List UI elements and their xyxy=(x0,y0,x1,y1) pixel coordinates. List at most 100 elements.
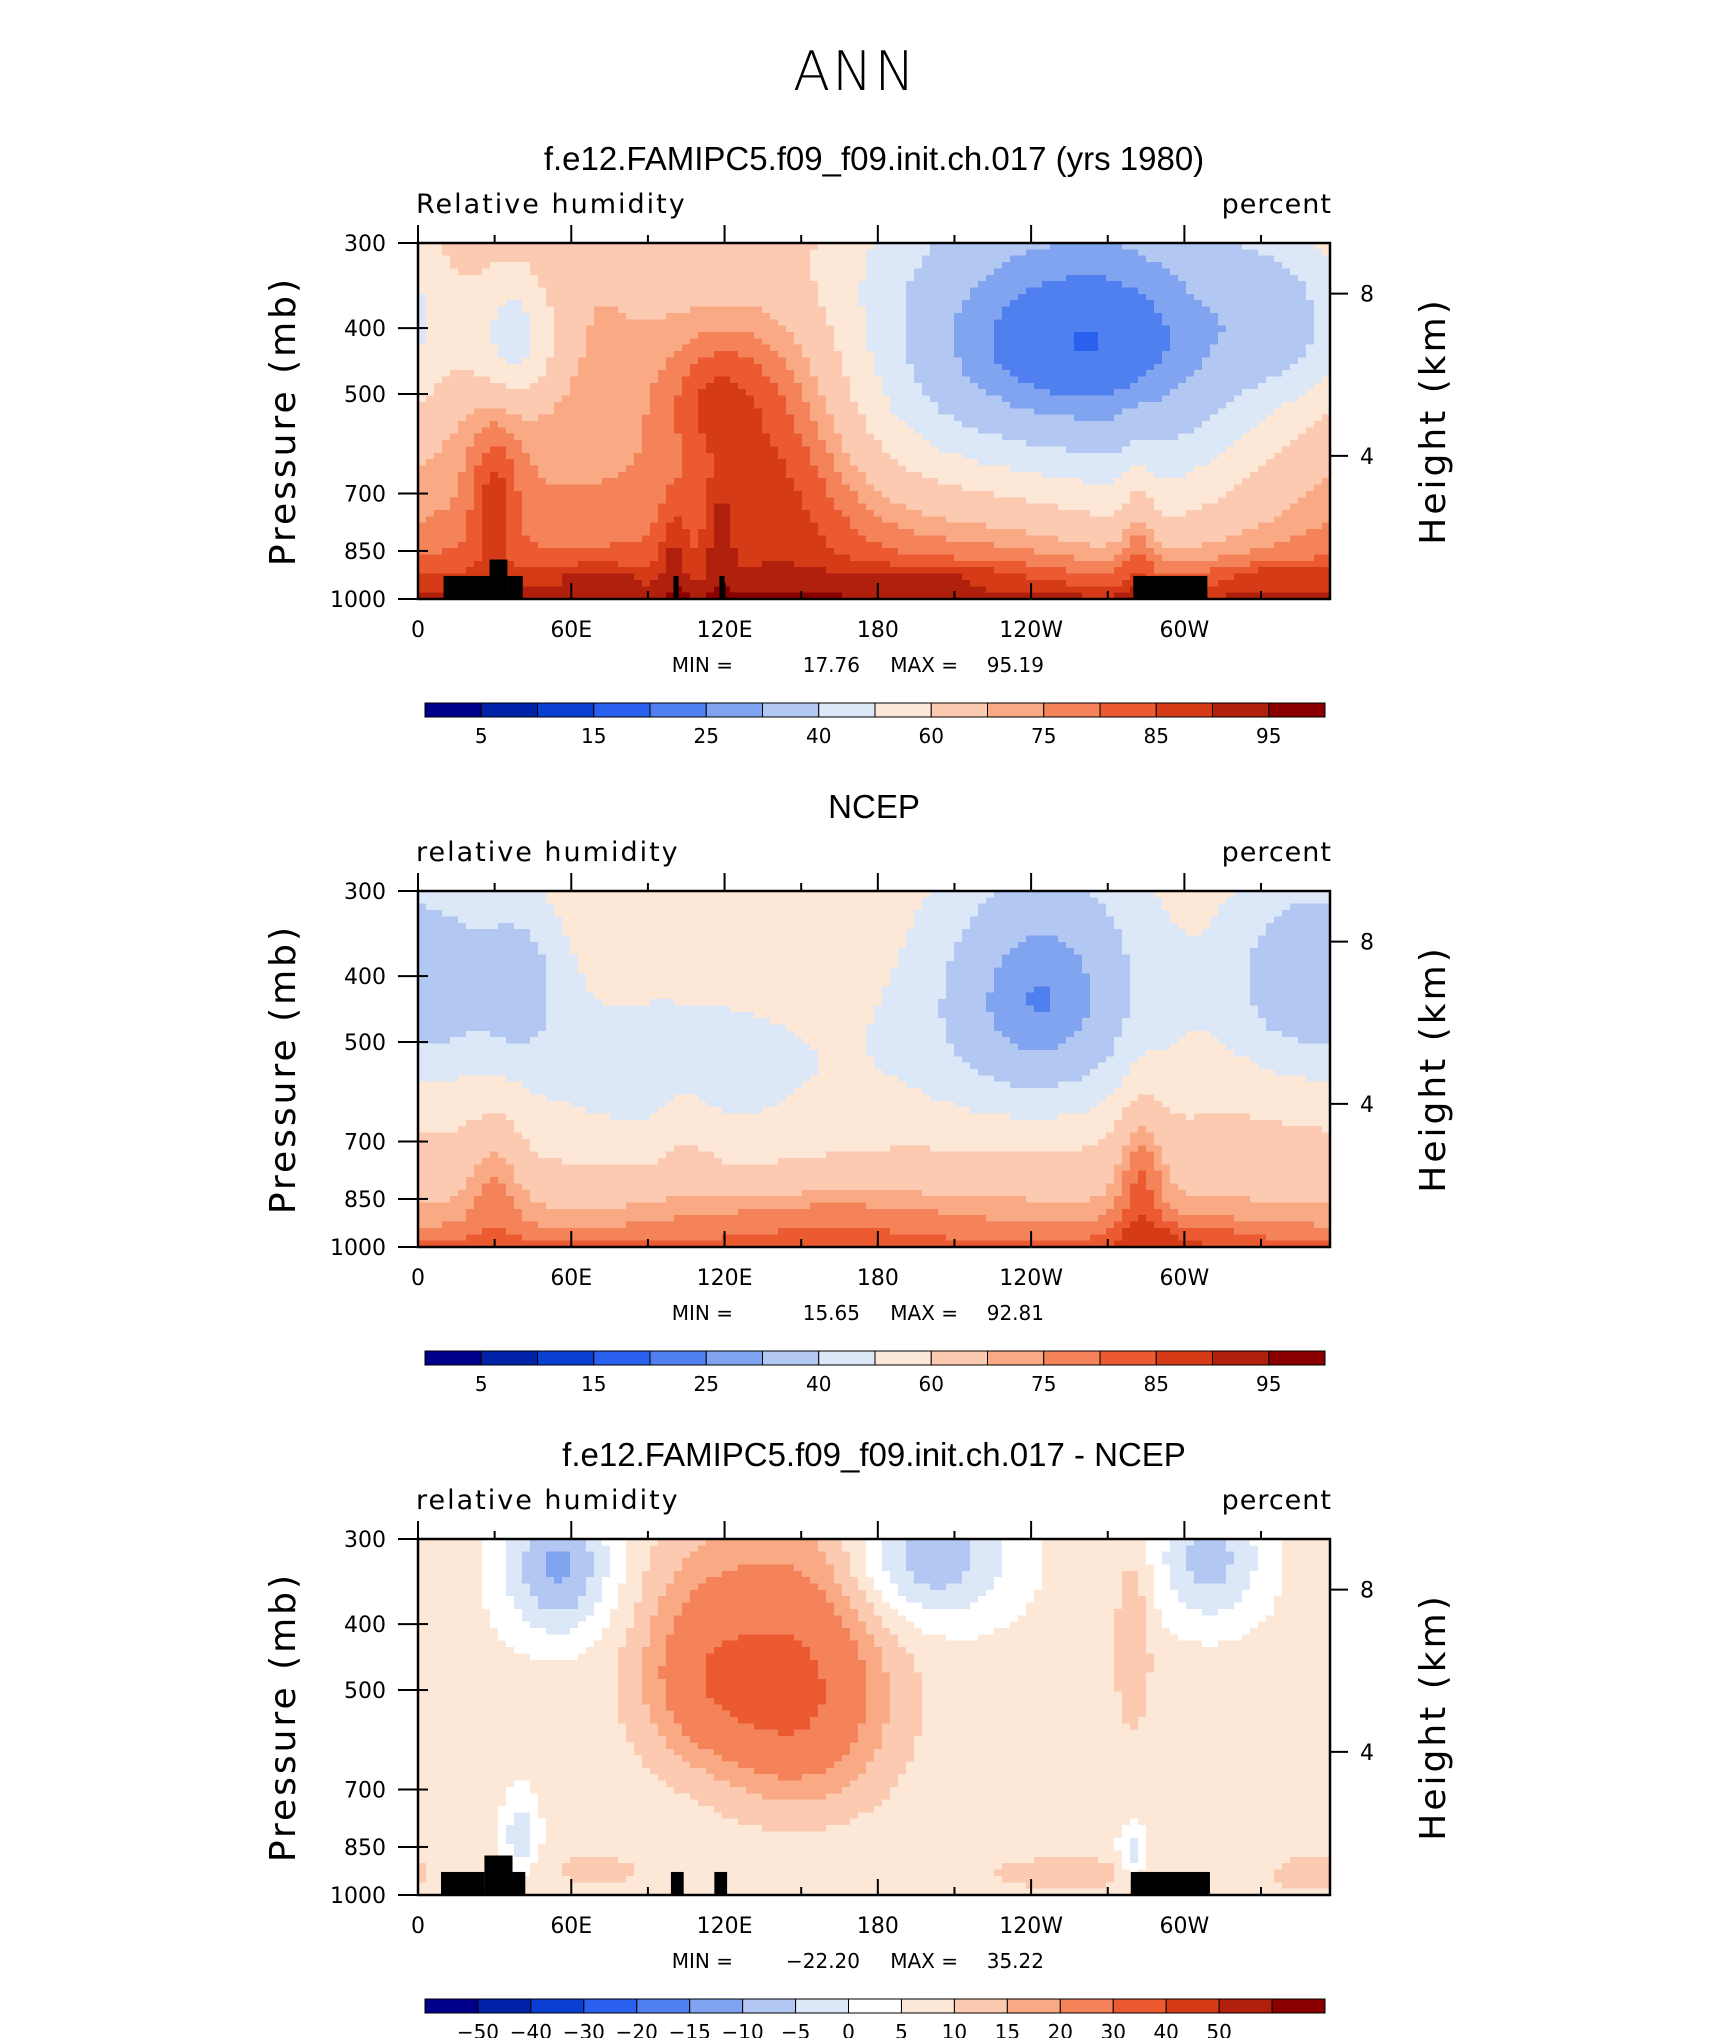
contour-cell xyxy=(874,471,883,479)
contour-cell xyxy=(466,262,475,270)
contour-cell xyxy=(1178,268,1187,276)
contour-cell xyxy=(698,484,707,492)
contour-cell xyxy=(610,446,619,454)
contour-cell xyxy=(602,478,611,486)
contour-cell xyxy=(666,376,675,384)
contour-cell xyxy=(1146,325,1155,333)
contour-cell xyxy=(738,516,747,524)
contour-cell xyxy=(834,440,843,448)
contour-cell xyxy=(1162,262,1171,270)
contour-cell xyxy=(826,376,835,384)
contour-cell xyxy=(1098,421,1107,428)
contour-cell xyxy=(698,268,707,276)
contour-cell xyxy=(986,408,995,416)
contour-cell xyxy=(1154,357,1163,365)
contour-cell xyxy=(498,319,507,327)
contour-cell xyxy=(1090,332,1099,339)
contour-cell xyxy=(922,293,931,301)
contour-cell xyxy=(962,395,971,403)
contour-cell xyxy=(1170,440,1179,448)
contour-cell xyxy=(898,376,907,384)
contour-cell xyxy=(1010,357,1019,365)
contour-cell xyxy=(986,478,995,486)
contour-cell xyxy=(778,414,787,422)
contour-cell xyxy=(1122,433,1131,441)
contour-cell xyxy=(1074,408,1083,416)
contour-cell xyxy=(658,414,667,422)
contour-cell xyxy=(1082,490,1091,498)
contour-cell xyxy=(1170,293,1179,301)
contour-cell xyxy=(986,484,995,492)
contour-cell xyxy=(1218,376,1227,384)
contour-cell xyxy=(1018,306,1027,314)
contour-cell xyxy=(730,243,739,250)
contour-cell xyxy=(778,478,787,486)
contour-cell xyxy=(786,312,795,320)
contour-cell xyxy=(1266,452,1275,460)
contour-cell xyxy=(626,503,635,511)
contour-cell xyxy=(610,459,619,467)
contour-cell xyxy=(554,497,563,505)
contour-cell xyxy=(554,357,563,365)
contour-cell xyxy=(1098,440,1107,448)
contour-cell xyxy=(1202,440,1211,448)
contour-cell xyxy=(930,300,939,308)
contour-cell xyxy=(434,427,443,435)
contour-cell xyxy=(514,268,523,276)
contour-cell xyxy=(890,300,899,308)
contour-cell xyxy=(746,319,755,327)
contour-cell xyxy=(946,332,955,339)
contour-cell xyxy=(1290,389,1299,397)
contour-cell xyxy=(578,325,587,333)
contour-cell xyxy=(530,376,539,384)
contour-cell xyxy=(1122,401,1131,409)
contour-cell xyxy=(1082,255,1091,263)
contour-cell xyxy=(1114,376,1123,384)
contour-cell xyxy=(1082,376,1091,384)
contour-cell xyxy=(514,274,523,282)
contour-cell xyxy=(506,408,515,416)
contour-cell xyxy=(738,471,747,479)
contour-cell xyxy=(578,401,587,409)
contour-cell xyxy=(914,516,923,524)
contour-cell xyxy=(690,344,699,352)
contour-cell xyxy=(1258,268,1267,276)
contour-cell xyxy=(1274,382,1283,390)
contour-cell xyxy=(1042,510,1051,517)
contour-cell xyxy=(1018,255,1027,263)
contour-cell xyxy=(770,274,779,282)
contour-cell xyxy=(642,281,651,289)
contour-cell xyxy=(1322,357,1331,365)
contour-cell xyxy=(690,243,699,250)
contour-cell xyxy=(434,408,443,416)
contour-cell xyxy=(922,243,931,250)
contour-cell xyxy=(946,363,955,371)
contour-cell xyxy=(658,262,667,270)
contour-cell xyxy=(690,465,699,473)
contour-cell xyxy=(954,243,963,250)
contour-cell xyxy=(890,255,899,263)
contour-cell xyxy=(530,516,539,524)
contour-cell xyxy=(978,503,987,511)
contour-cell xyxy=(1306,433,1315,441)
contour-cell xyxy=(978,414,987,422)
contour-cell xyxy=(466,363,475,371)
contour-cell xyxy=(746,262,755,270)
contour-cell xyxy=(786,357,795,365)
contour-cell xyxy=(466,465,475,473)
contour-cell xyxy=(466,312,475,320)
contour-cell xyxy=(626,274,635,282)
contour-cell xyxy=(1066,281,1075,289)
contour-cell xyxy=(994,243,1003,250)
contour-cell xyxy=(1266,389,1275,397)
contour-cell xyxy=(1178,249,1187,257)
contour-cell xyxy=(898,274,907,282)
contour-cell xyxy=(850,465,859,473)
contour-cell xyxy=(634,382,643,390)
contour-cell xyxy=(1010,510,1019,517)
contour-cell xyxy=(938,319,947,327)
contour-cell xyxy=(730,478,739,486)
contour-cell xyxy=(1322,332,1331,339)
contour-cell xyxy=(946,471,955,479)
contour-cell xyxy=(690,262,699,270)
